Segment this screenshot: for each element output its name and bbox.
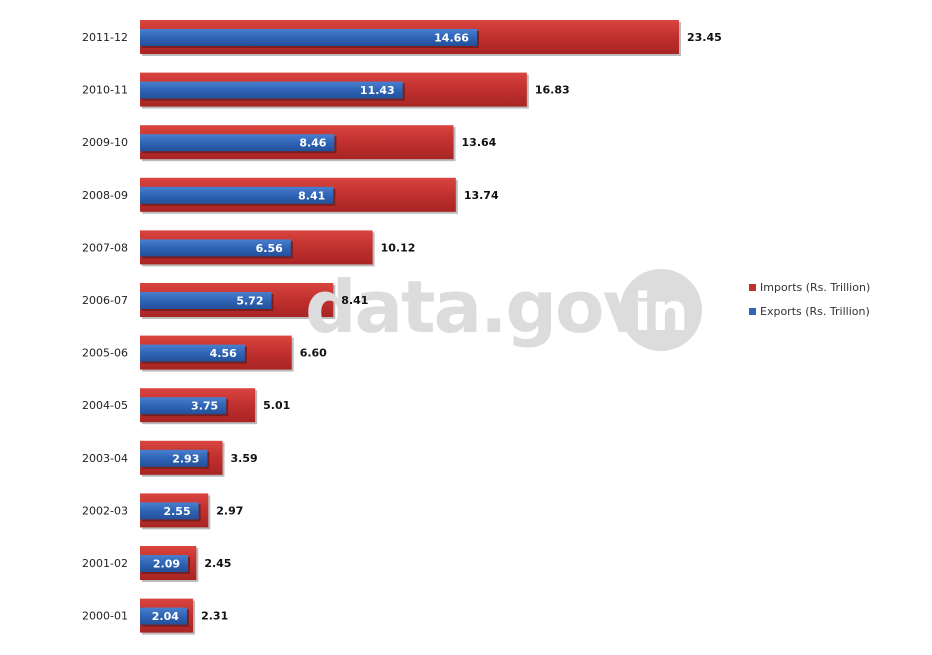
category-label: 2007-08 — [82, 241, 128, 254]
export-value-label: 14.66 — [434, 32, 469, 45]
import-value-label: 13.74 — [464, 189, 499, 202]
export-value-label: 8.41 — [298, 189, 325, 202]
category-label: 2004-05 — [82, 399, 128, 412]
export-value-label: 11.43 — [360, 84, 395, 97]
watermark-text: data.gov — [305, 265, 648, 349]
legend-label: Exports (Rs. Trillion) — [760, 305, 870, 318]
legend-swatch — [749, 284, 756, 291]
import-value-label: 13.64 — [462, 136, 497, 149]
export-bar — [140, 555, 189, 572]
export-bar — [140, 239, 291, 257]
import-value-label: 23.45 — [687, 31, 722, 44]
export-bar — [140, 397, 227, 415]
export-value-label: 5.72 — [236, 295, 263, 308]
import-value-label: 10.12 — [381, 241, 416, 254]
legend: Imports (Rs. Trillion) Exports (Rs. Trill… — [749, 281, 870, 318]
legend-label: Imports (Rs. Trillion) — [760, 281, 870, 294]
export-bar — [140, 344, 245, 362]
bars-layer — [140, 20, 681, 635]
category-label: 2000-01 — [82, 610, 128, 623]
export-bar — [140, 29, 477, 46]
export-value-label: 6.56 — [256, 242, 283, 255]
import-value-label: 3.59 — [231, 452, 258, 465]
import-value-label: 8.41 — [341, 294, 368, 307]
export-value-label: 2.09 — [153, 558, 180, 571]
import-value-label: 6.60 — [300, 347, 327, 360]
import-value-label: 2.31 — [201, 610, 228, 623]
category-label: 2002-03 — [82, 504, 128, 517]
category-label: 2003-04 — [82, 452, 128, 465]
legend-swatch — [749, 308, 756, 315]
import-value-label: 5.01 — [263, 399, 290, 412]
export-value-label: 4.56 — [210, 347, 237, 360]
category-label: 2011-12 — [82, 31, 128, 44]
category-label: 2010-11 — [82, 84, 128, 97]
export-value-label: 8.46 — [299, 137, 326, 150]
watermark-layer: data.gov in — [305, 265, 702, 351]
export-value-label: 2.55 — [163, 505, 190, 518]
import-value-label: 2.97 — [216, 504, 243, 517]
export-bar — [140, 134, 335, 152]
export-bar — [140, 186, 334, 204]
category-label: 2008-09 — [82, 189, 128, 202]
watermark-badge — [620, 269, 702, 351]
watermark-badge-text: in — [634, 283, 689, 343]
category-label: 2001-02 — [82, 557, 128, 570]
export-bar — [140, 449, 208, 467]
labels-layer: 2011-12 14.66 23.45 2010-11 11.43 16.83 2009-1… — [82, 31, 722, 623]
export-bar — [140, 292, 272, 309]
export-bar — [140, 502, 199, 520]
export-value-label: 2.93 — [172, 452, 199, 465]
export-bar — [140, 607, 187, 625]
import-value-label: 16.83 — [535, 84, 570, 97]
category-label: 2009-10 — [82, 136, 128, 149]
import-value-label: 2.45 — [204, 557, 231, 570]
export-value-label: 3.75 — [191, 400, 218, 413]
category-label: 2006-07 — [82, 294, 128, 307]
category-label: 2005-06 — [82, 347, 128, 360]
export-value-label: 2.04 — [152, 610, 179, 623]
export-bar — [140, 81, 403, 99]
